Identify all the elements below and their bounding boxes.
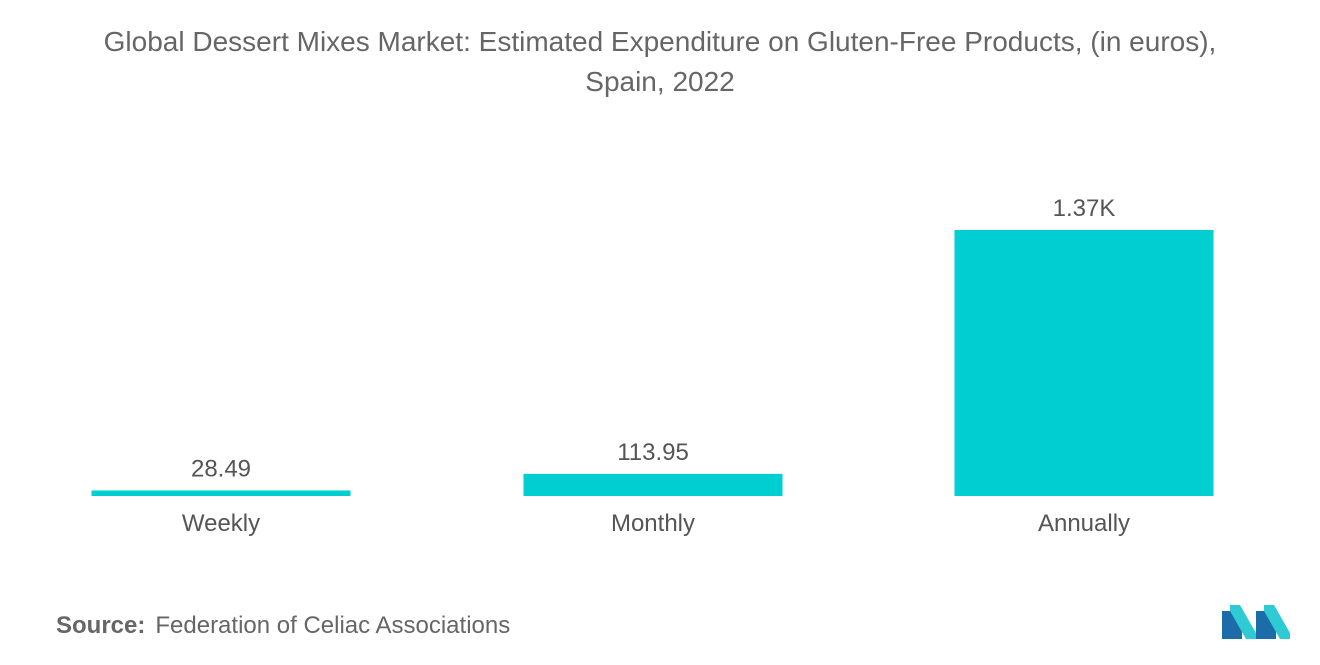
data-label-monthly: 113.95: [617, 439, 689, 466]
x-tick-label-monthly: Monthly: [611, 510, 695, 537]
data-label-annually: 1.37K: [1053, 195, 1116, 222]
bar-chart: 28.49 Weekly 113.95 Monthly 1.37K Annually: [91, 195, 1214, 537]
chart-title: Global Dessert Mixes Market: Estimated E…: [0, 22, 1320, 102]
bar-monthly: [523, 473, 783, 496]
mordor-logo-icon: [1222, 605, 1290, 639]
bar-annually: [954, 230, 1214, 496]
chart-title-line-1: Global Dessert Mixes Market: Estimated E…: [103, 26, 1217, 57]
x-tick-label-weekly: Weekly: [182, 510, 260, 537]
bar-weekly: [91, 490, 351, 496]
source-note: Source: Federation of Celiac Associations: [56, 612, 510, 640]
data-label-weekly: 28.49: [191, 455, 251, 482]
chart-title-line-2: Spain, 2022: [585, 66, 735, 97]
source-text: Federation of Celiac Associations: [155, 612, 511, 639]
source-label: Source:: [56, 612, 146, 639]
x-tick-label-annually: Annually: [1038, 510, 1130, 537]
